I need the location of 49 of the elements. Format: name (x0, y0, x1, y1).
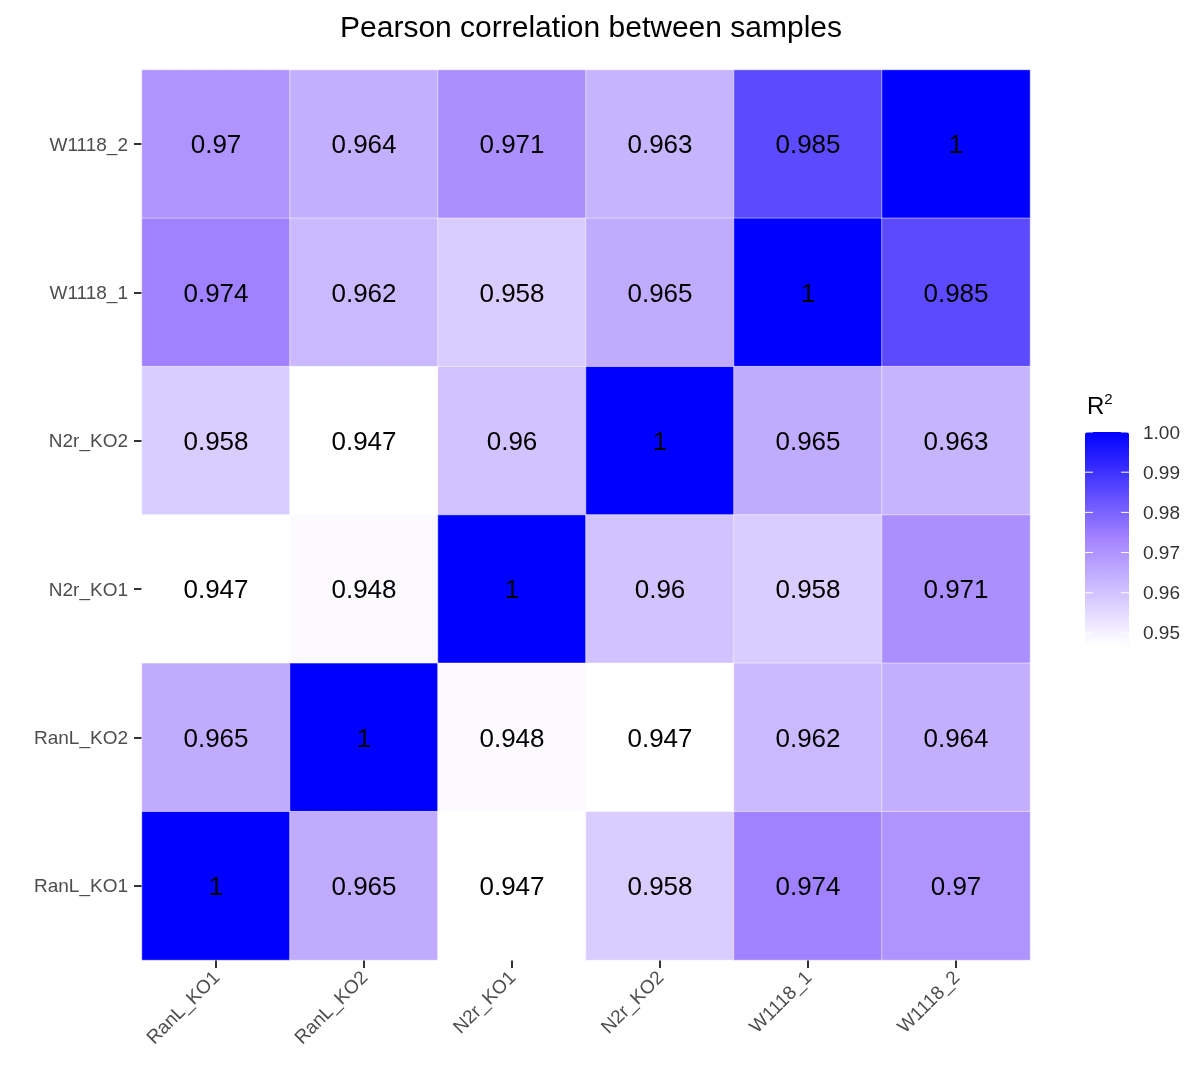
color-bar-label: 0.95 (1143, 622, 1180, 644)
y-tick-label: N2r_KO2 (48, 430, 128, 453)
data-label: 0.947 (479, 870, 545, 901)
data-label: 0.958 (775, 574, 841, 605)
chart-title: Pearson correlation between samples (340, 9, 842, 43)
data-label: 0.958 (627, 870, 693, 901)
color-bar-label: 0.96 (1143, 582, 1180, 604)
data-label: 0.962 (331, 277, 397, 308)
data-label: 0.985 (923, 277, 989, 308)
data-label: 0.947 (627, 722, 693, 753)
data-label: 0.971 (923, 574, 989, 605)
data-label: 0.964 (331, 129, 397, 160)
y-tick-label: W1118_1 (49, 282, 128, 304)
y-tick-label: RanL_KO1 (33, 875, 128, 898)
color-bar-label: 0.99 (1143, 461, 1180, 483)
data-label: 0.96 (486, 425, 538, 456)
data-label: 0.971 (479, 129, 545, 160)
y-tick-label: W1118_2 (49, 133, 128, 156)
data-label: 1 (504, 574, 520, 605)
color-bar-label: 0.97 (1143, 542, 1180, 564)
data-label: 0.948 (479, 722, 545, 753)
data-label: 0.958 (479, 277, 545, 308)
y-tick-label: RanL_KO2 (33, 727, 128, 749)
data-label: 1 (800, 277, 816, 308)
data-label: 1 (652, 425, 668, 456)
color-bar-label: 1.00 (1143, 421, 1180, 443)
data-label: 0.96 (634, 574, 686, 605)
data-label: 0.965 (331, 870, 397, 901)
data-label: 0.965 (183, 722, 249, 753)
data-label: 0.974 (775, 870, 841, 901)
data-label: 0.948 (331, 574, 397, 605)
data-label: 0.974 (183, 277, 249, 308)
data-label: 0.985 (775, 129, 841, 160)
data-label: 0.964 (923, 722, 989, 753)
data-label: 0.947 (183, 574, 249, 605)
data-label: 0.963 (923, 425, 989, 456)
color-bar-label: 0.98 (1143, 501, 1180, 523)
data-label: 0.963 (627, 129, 693, 160)
data-label: 1 (948, 129, 964, 160)
data-label: 0.965 (627, 277, 693, 308)
data-label: 0.962 (775, 722, 841, 753)
data-label: 1 (356, 722, 372, 753)
data-label: 1 (208, 870, 224, 901)
data-label: 0.965 (775, 425, 841, 456)
y-tick-label: N2r_KO1 (48, 578, 128, 601)
data-label: 0.958 (183, 425, 249, 456)
data-label: 0.947 (331, 425, 397, 456)
data-label: 0.97 (930, 870, 982, 901)
data-label: 0.97 (190, 129, 242, 160)
